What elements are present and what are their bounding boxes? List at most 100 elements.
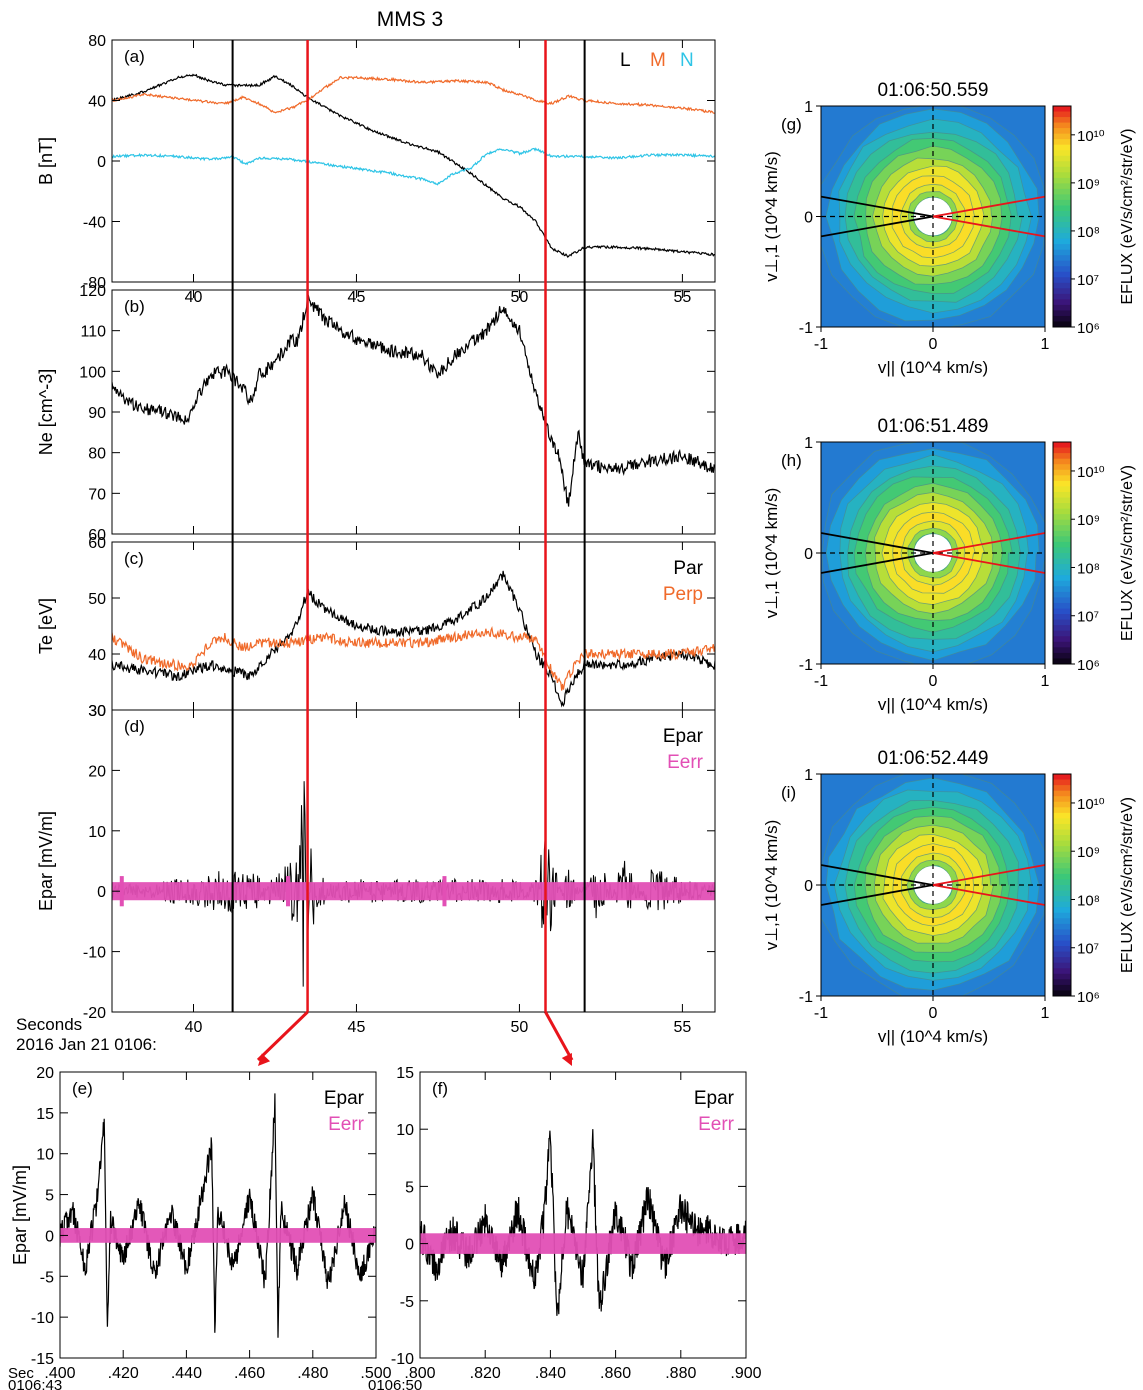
x-tick-label: 1: [1041, 673, 1050, 690]
colorbar-segment: [1053, 591, 1071, 598]
y-tick-label: 0: [405, 1237, 414, 1254]
y-tick-label: 30: [88, 703, 106, 720]
legend-perp: Perp: [663, 584, 703, 605]
panel-e-plot-area: [60, 1093, 376, 1338]
colorbar-segment: [1053, 117, 1071, 124]
colorbar-segment: [1053, 851, 1071, 858]
colorbar-segment: [1053, 564, 1071, 571]
x-tick-label: .900: [730, 1365, 761, 1382]
colorbar-segment: [1053, 453, 1071, 460]
y-tick-label: 0: [97, 884, 106, 901]
colorbar-segment: [1053, 514, 1071, 521]
colorbar-segment: [1053, 979, 1071, 986]
x-tick-label: .880: [665, 1365, 696, 1382]
y-tick-label: 1: [804, 99, 813, 116]
panel-e-xlabel-sec: Sec: [8, 1365, 34, 1382]
colorbar-segment: [1053, 128, 1071, 135]
colorbar-segment: [1053, 647, 1071, 654]
panel-b-label: (b): [124, 297, 145, 316]
y-tick-label: 60: [88, 535, 106, 552]
colorbar-segment: [1053, 260, 1071, 267]
y-tick-label: -1: [799, 657, 813, 674]
colorbar-segment: [1053, 525, 1071, 532]
figure-title: MMS 3: [377, 8, 444, 31]
colorbar-segment: [1053, 558, 1071, 565]
panel-c-ylabel: Te [eV]: [36, 598, 56, 654]
panel-a-plot-area: [112, 73, 715, 258]
series-m-line: [112, 75, 715, 114]
colorbar-tick-label: 10⁸: [1077, 892, 1100, 909]
panel-b-frame: [111, 289, 716, 535]
colorbar-segment: [1053, 658, 1071, 665]
cone-line-red: [932, 532, 1045, 554]
colorbar-segment: [1053, 480, 1071, 487]
y-tick-label: 10: [396, 1122, 414, 1139]
colorbar-segment: [1053, 829, 1071, 836]
colorbar-segment: [1053, 475, 1071, 482]
y-tick-label: 0: [804, 546, 813, 563]
x-tick-label: .480: [297, 1365, 328, 1382]
y-tick-label: 110: [80, 324, 106, 341]
series-eerr-spike: [286, 876, 291, 907]
series-par-line: [112, 570, 715, 708]
colorbar-segment: [1053, 464, 1071, 471]
panel-g-plot-area: [821, 106, 1045, 327]
y-tick-label: 90: [88, 405, 106, 422]
y-tick-label: 15: [36, 1106, 54, 1123]
colorbar-tick-label: 10⁸: [1077, 224, 1100, 241]
legend-par: Par: [673, 558, 703, 579]
y-tick-label: 0: [97, 154, 106, 171]
x-tick-label: .400: [44, 1365, 75, 1382]
legend-eerr: Eerr: [698, 1114, 735, 1135]
x-tick-label: 45: [348, 1019, 366, 1036]
y-tick-label: 5: [45, 1188, 54, 1205]
colorbar-segment: [1053, 161, 1071, 168]
panel-e-frame: [59, 1071, 377, 1359]
series-epar-line: [420, 1129, 746, 1316]
colorbar-segment: [1053, 619, 1071, 626]
colorbar-segment: [1053, 929, 1071, 936]
colorbar-segment: [1053, 233, 1071, 240]
colorbar-segment: [1053, 934, 1071, 941]
series-ne-line: [112, 293, 715, 507]
y-tick-label: 1: [804, 435, 813, 452]
colorbar-segment: [1053, 868, 1071, 875]
colorbar-segment: [1053, 133, 1071, 140]
colorbar-segment: [1053, 304, 1071, 311]
colorbar-segment: [1053, 862, 1071, 869]
y-tick-label: -80: [83, 275, 106, 292]
panel-d-plot-area: [112, 781, 715, 987]
colorbar-tick-label: 10⁷: [1077, 941, 1099, 958]
x-tick-label: -1: [814, 336, 828, 353]
colorbar-segment: [1053, 166, 1071, 173]
panel-e-xlabel-time: 0106:43: [8, 1377, 62, 1390]
colorbar-segment: [1053, 249, 1071, 256]
colorbar-segment: [1053, 458, 1071, 465]
cone-line-black: [821, 532, 934, 554]
colorbar-tick-label: 10⁶: [1077, 989, 1100, 1006]
colorbar-segment: [1053, 172, 1071, 179]
colorbar-segment: [1053, 569, 1071, 576]
colorbar-segment: [1053, 896, 1071, 903]
colorbar-segment: [1053, 957, 1071, 964]
colorbar-segment: [1053, 835, 1071, 842]
colorbar-segment: [1053, 508, 1071, 515]
colorbar-segment: [1053, 530, 1071, 537]
legend-n: N: [680, 50, 694, 71]
y-tick-label: 20: [88, 763, 106, 780]
colorbar-segment: [1053, 602, 1071, 609]
y-tick-label: 70: [88, 486, 106, 503]
x-tick-label: .440: [171, 1365, 202, 1382]
time-label-seconds: Seconds: [16, 1015, 82, 1034]
x-tick-label: .860: [600, 1365, 631, 1382]
colorbar-segment: [1053, 625, 1071, 632]
colorbar-segment: [1053, 205, 1071, 212]
colorbar-segment: [1053, 122, 1071, 129]
y-tick-label: 0: [45, 1228, 54, 1245]
y-tick-label: -20: [83, 1005, 106, 1022]
colorbar-segment: [1053, 779, 1071, 786]
colorbar-tick-label: 10⁶: [1077, 657, 1100, 674]
colorbar-tick-label: 10⁹: [1077, 844, 1100, 861]
colorbar-segment: [1053, 150, 1071, 157]
colorbar-segment: [1053, 940, 1071, 947]
